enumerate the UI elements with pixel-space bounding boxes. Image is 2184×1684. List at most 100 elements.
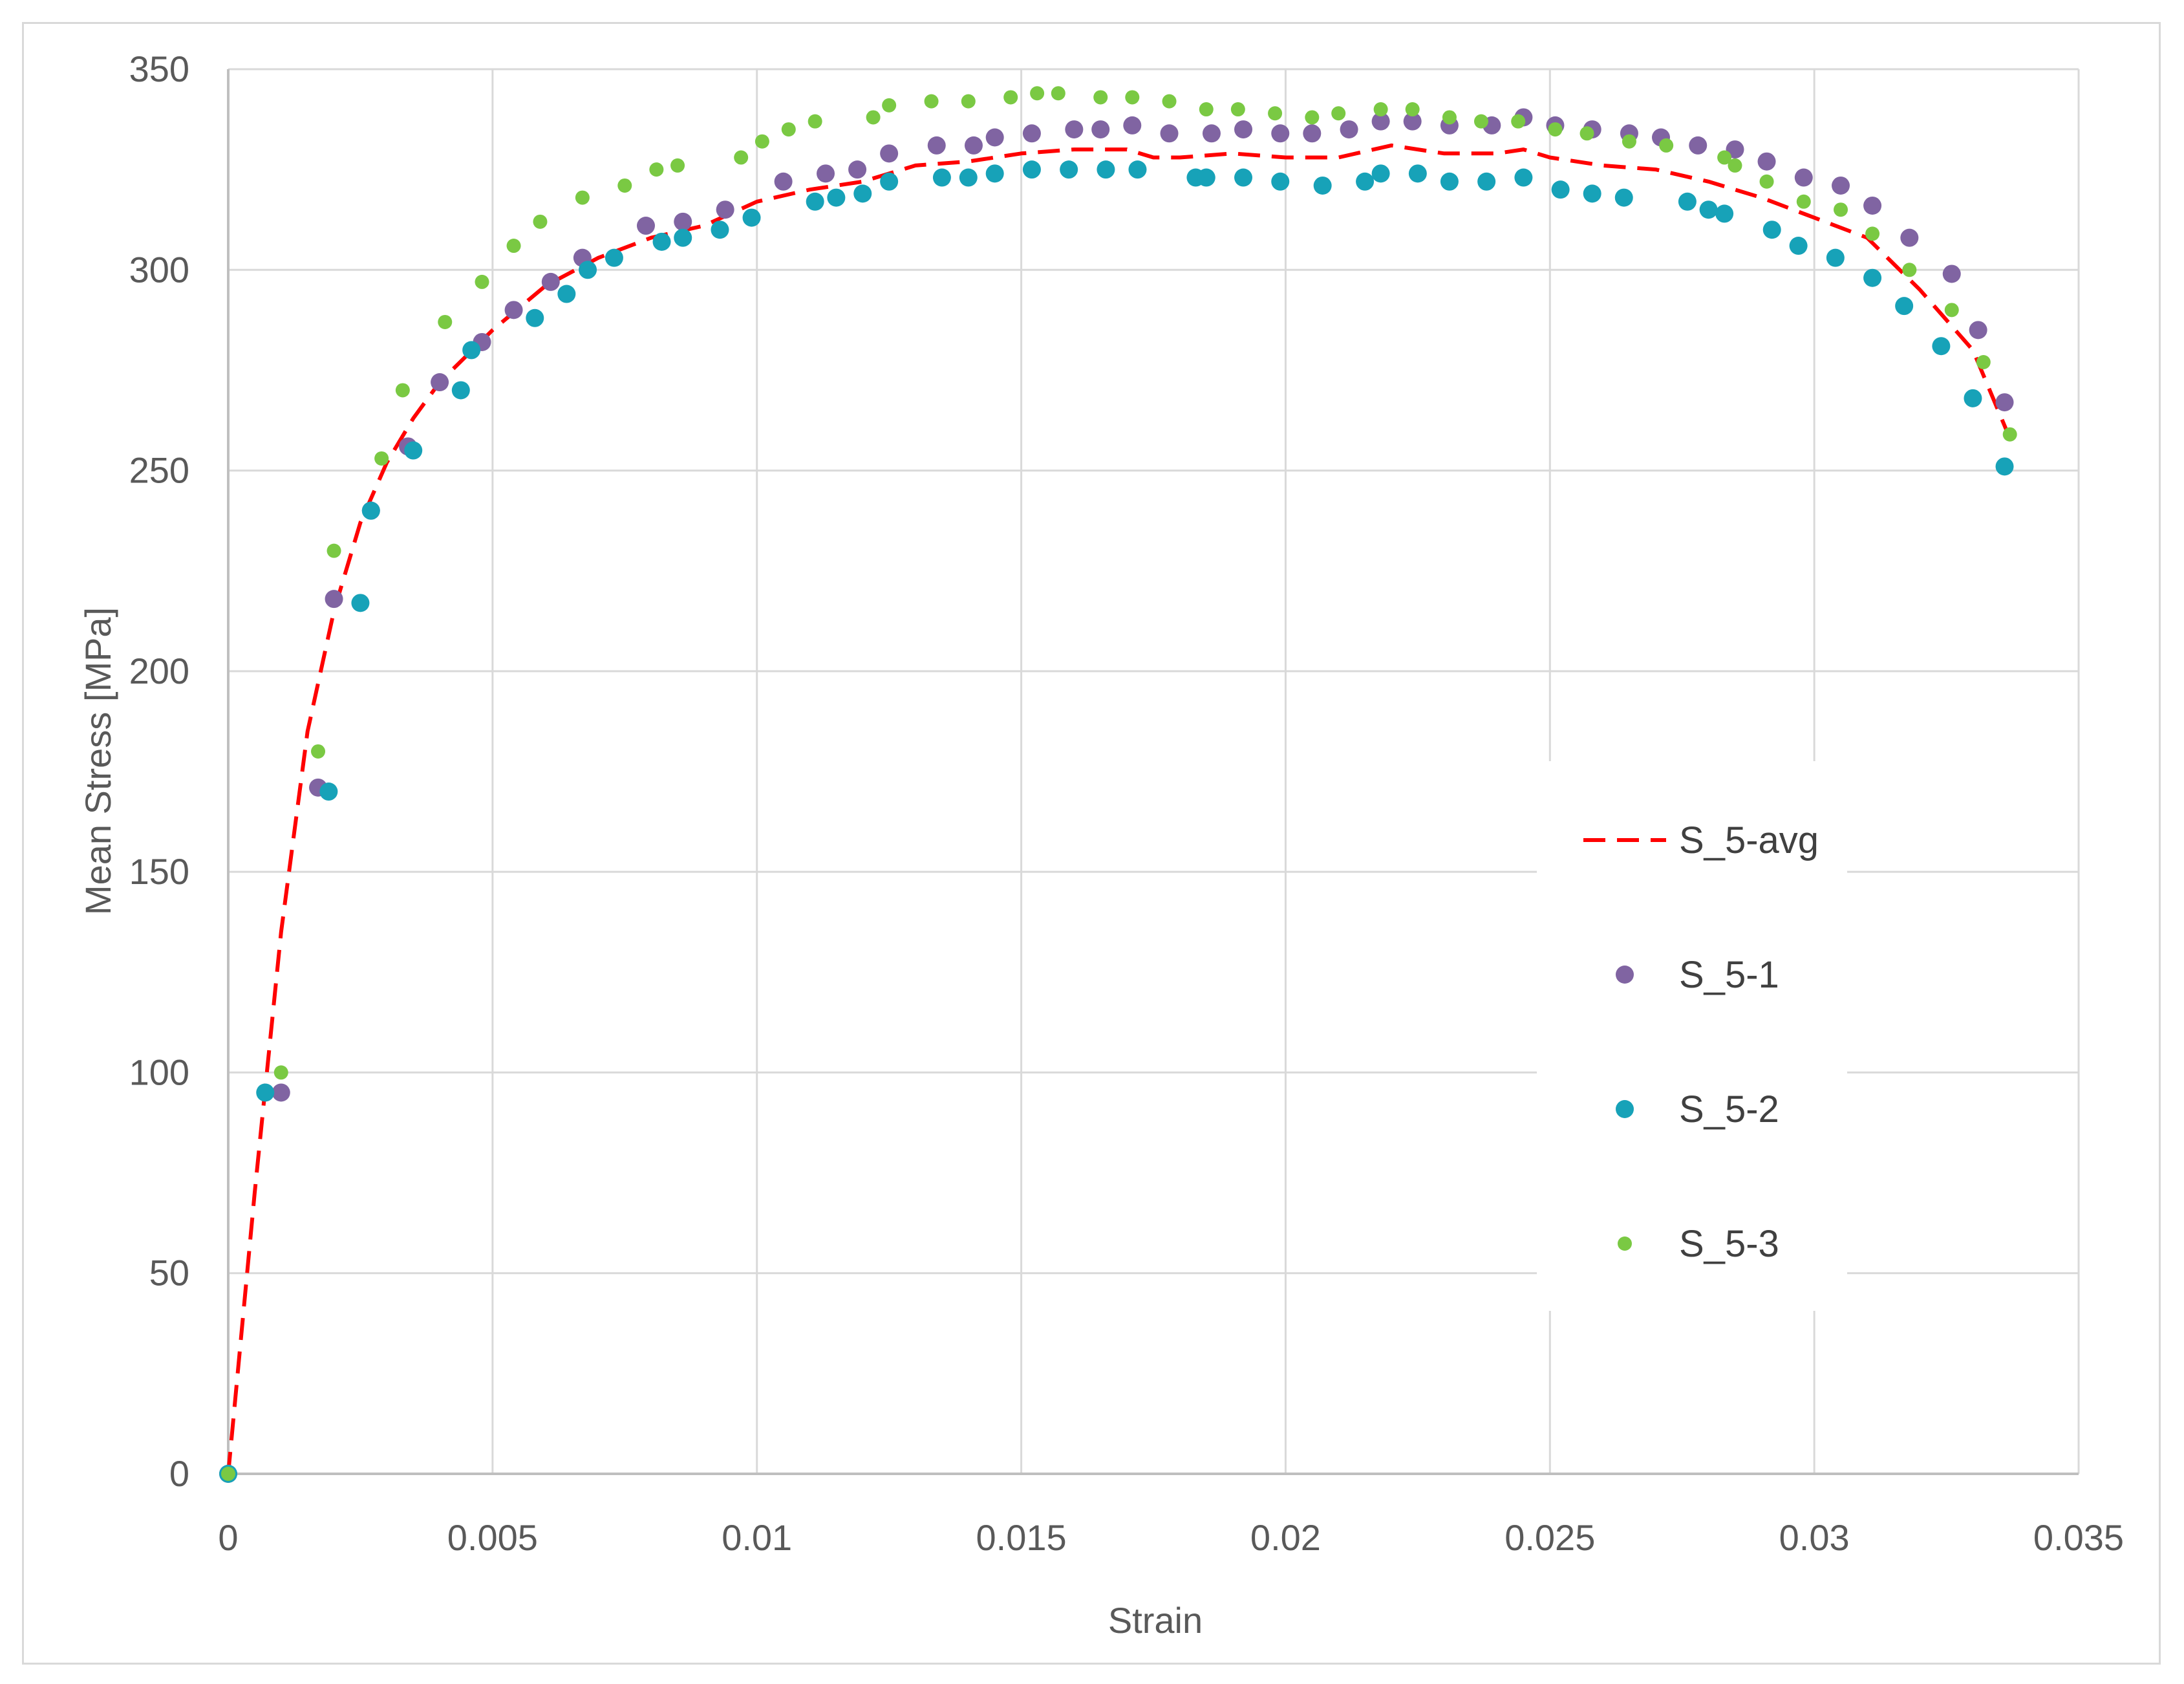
data-point-s-5-1 [1091, 120, 1110, 139]
data-point-s-5-2 [462, 341, 481, 360]
data-point-s-5-3 [1759, 174, 1774, 189]
data-point-s-5-1 [1022, 124, 1041, 143]
series-s-5-3 [221, 86, 2017, 1481]
data-point-s-5-2 [853, 184, 872, 203]
data-point-s-5-3 [1579, 126, 1594, 141]
data-point-s-5-1 [1900, 228, 1919, 247]
data-point-s-5-2 [526, 308, 544, 327]
data-point-s-5-3 [1717, 150, 1732, 165]
data-point-s-5-1 [817, 164, 835, 183]
x-tick-label: 0.02 [1250, 1517, 1321, 1558]
data-point-s-5-2 [711, 221, 729, 239]
data-point-s-5-2 [1678, 192, 1697, 211]
data-point-s-5-3 [1511, 114, 1526, 129]
data-point-s-5-2 [319, 783, 338, 801]
data-point-s-5-1 [1995, 393, 2014, 412]
data-point-s-5-2 [1128, 160, 1147, 179]
data-point-s-5-2 [451, 381, 470, 400]
data-point-s-5-3 [1405, 102, 1420, 117]
data-point-s-5-3 [311, 744, 326, 759]
legend-swatch [1616, 966, 1634, 984]
data-point-s-5-3 [1162, 94, 1177, 109]
legend-swatch [1618, 1236, 1632, 1251]
legend-label: S_5-2 [1679, 1088, 1779, 1130]
x-tick-label: 0.005 [447, 1517, 538, 1558]
data-point-s-5-2 [1408, 164, 1427, 183]
data-point-s-5-1 [1160, 124, 1179, 143]
data-point-s-5-3 [438, 314, 453, 329]
x-axis-title: Strain [1108, 1600, 1203, 1641]
data-point-s-5-3 [221, 1467, 235, 1481]
data-point-s-5-2 [1197, 168, 1215, 187]
data-point-s-5-2 [1514, 168, 1533, 187]
data-point-s-5-1 [272, 1083, 290, 1102]
data-point-s-5-2 [1995, 457, 2014, 476]
y-tick-label: 0 [169, 1453, 189, 1494]
data-point-s-5-1 [1371, 112, 1390, 131]
data-point-s-5-2 [959, 168, 978, 187]
legend-label: S_5-avg [1679, 819, 1819, 861]
data-point-s-5-1 [964, 136, 983, 155]
data-point-s-5-1 [1234, 120, 1253, 139]
data-point-s-5-3 [1268, 106, 1283, 121]
data-point-s-5-1 [1303, 124, 1322, 143]
data-point-s-5-3 [475, 274, 489, 289]
y-tick-label: 200 [129, 651, 189, 691]
data-point-s-5-3 [1030, 86, 1045, 101]
data-point-s-5-2 [1964, 389, 1982, 407]
x-tick-label: 0.035 [2033, 1517, 2124, 1558]
data-point-s-5-2 [1789, 237, 1808, 255]
data-point-s-5-2 [652, 232, 671, 251]
data-point-s-5-2 [1060, 160, 1078, 179]
data-point-s-5-3 [506, 239, 521, 254]
axes [227, 69, 2079, 1475]
data-point-s-5-3 [1125, 90, 1140, 105]
data-point-s-5-2 [1271, 172, 1290, 191]
series-line-s-5-avg [226, 143, 2012, 1474]
data-point-s-5-3 [866, 110, 881, 125]
legend-swatch [1616, 1100, 1634, 1118]
data-point-s-5-1 [1403, 112, 1422, 131]
data-point-s-5-3 [1305, 110, 1320, 125]
tick-labels: 0 50 100 150 200 250 300 350 0 0.005 0.01 0.015 0.02… [129, 49, 2125, 1558]
data-point-s-5-1 [504, 301, 523, 319]
data-point-s-5-1 [1123, 116, 1142, 135]
x-tick-label: 0 [218, 1517, 238, 1558]
data-point-s-5-1 [1202, 124, 1221, 143]
data-point-s-5-3 [533, 214, 548, 229]
data-point-s-5-3 [1944, 303, 1959, 318]
data-point-s-5-3 [2002, 427, 2017, 442]
data-point-s-5-2 [557, 285, 576, 303]
data-point-s-5-1 [774, 172, 793, 191]
data-point-s-5-2 [1097, 160, 1115, 179]
data-point-s-5-2 [1022, 160, 1041, 179]
data-point-s-5-1 [1065, 120, 1084, 139]
data-point-s-5-2 [1477, 172, 1496, 191]
data-point-s-5-2 [1762, 221, 1781, 239]
data-point-s-5-1 [1832, 176, 1850, 195]
data-point-s-5-1 [636, 217, 655, 235]
data-point-s-5-2 [1699, 200, 1718, 219]
legend-item-s-5-2: S_5-2 [1616, 1088, 1779, 1130]
y-tick-label: 300 [129, 249, 189, 290]
data-point-s-5-3 [1051, 86, 1065, 101]
data-point-s-5-1 [541, 272, 560, 291]
legend-label: S_5-1 [1679, 954, 1779, 996]
data-point-s-5-2 [806, 192, 824, 211]
y-tick-label: 250 [129, 450, 189, 491]
chart-frame: 0 50 100 150 200 250 300 350 0 0.005 0.01 0.015 0.02… [22, 22, 2161, 1665]
data-point-s-5-2 [351, 594, 370, 612]
data-point-s-5-2 [827, 188, 846, 207]
data-point-s-5-2 [1440, 172, 1459, 191]
data-point-s-5-3 [961, 94, 976, 109]
data-point-s-5-3 [1548, 122, 1563, 137]
y-tick-label: 350 [129, 49, 189, 89]
data-point-s-5-3 [1093, 90, 1108, 105]
legend-background [1537, 761, 1847, 1311]
data-point-s-5-2 [1371, 164, 1390, 183]
x-tick-label: 0.015 [976, 1517, 1067, 1558]
data-point-s-5-3 [395, 383, 410, 398]
data-point-s-5-2 [256, 1083, 275, 1102]
data-point-s-5-3 [882, 98, 897, 113]
data-point-s-5-3 [1728, 158, 1742, 173]
